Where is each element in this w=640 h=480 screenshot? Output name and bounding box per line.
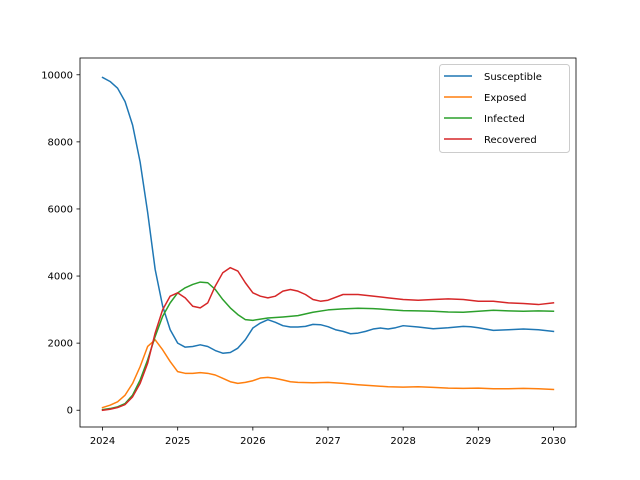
legend-box: [439, 64, 570, 153]
y-tick-label: 10000: [41, 70, 73, 81]
y-tick-label: 8000: [48, 137, 73, 148]
x-tick-label: 2024: [90, 436, 115, 447]
legend-label-susceptible: Susceptible: [484, 72, 542, 83]
series-line-susceptible: [101, 76, 555, 354]
x-tick-label: 2028: [390, 436, 415, 447]
series-line-exposed: [101, 339, 555, 409]
x-tick-label: 2027: [315, 436, 340, 447]
x-tick-label: 2029: [466, 436, 491, 447]
legend-label-exposed: Exposed: [484, 93, 526, 104]
x-tick-label: 2026: [240, 436, 265, 447]
x-tick-label: 2030: [541, 436, 566, 447]
legend-label-infected: Infected: [484, 114, 525, 125]
y-tick-label: 6000: [48, 204, 73, 215]
series-layer: [101, 76, 555, 412]
y-tick-label: 2000: [48, 339, 73, 350]
x-tick-label: 2025: [165, 436, 190, 447]
legend-label-recovered: Recovered: [484, 135, 537, 146]
x-axis: 2024 2025 2026 2027 2028 2029 2030: [90, 427, 566, 447]
y-tick-label: 0: [67, 406, 73, 417]
series-line-recovered: [101, 266, 555, 412]
y-axis: 0 2000 4000 6000 8000 10000: [41, 70, 80, 417]
y-tick-label: 4000: [48, 272, 73, 283]
plot-area: 2024 2025 2026 2027 2028 2029 2030 0 2000 4000 60…: [41, 57, 577, 447]
legend: Susceptible Exposed Infected Recovered: [439, 64, 570, 153]
